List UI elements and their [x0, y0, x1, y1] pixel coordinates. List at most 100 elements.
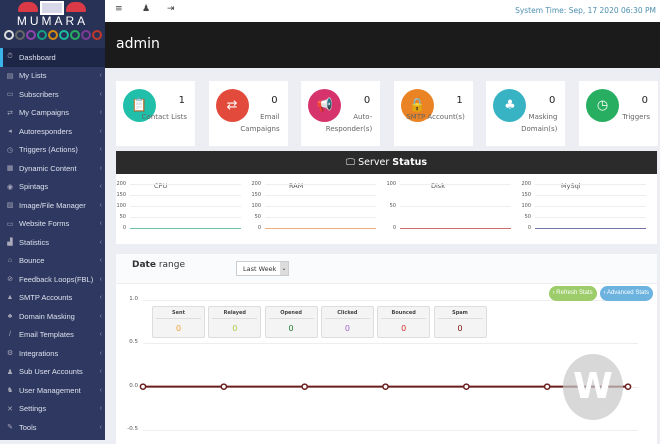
sidebar-item-label: Settings — [19, 404, 47, 414]
stat-label: Clicked — [324, 310, 370, 319]
summary-card[interactable]: 📋 1 Contact Lists — [116, 81, 195, 146]
gridline — [265, 217, 376, 218]
chart-title: Disk — [431, 182, 445, 190]
y-tick: 50 — [254, 214, 261, 220]
chevron-left-icon: ‹ — [99, 183, 102, 191]
brand-logo[interactable]: MUMARA — [0, 0, 105, 48]
sidebar-icon: ▟ — [7, 239, 13, 247]
sidebar-item-bounce[interactable]: ⌂ Bounce ‹ — [0, 252, 105, 271]
sidebar-item-label: Domain Masking — [19, 311, 75, 321]
stat-box-sent: Sent 0 — [152, 306, 205, 338]
sidebar-item-label: Feedback Loops(FBL) — [19, 274, 94, 284]
y-tick: 50 — [524, 214, 531, 220]
user-icon[interactable]: ♟ — [142, 4, 151, 14]
card-icon: 📋 — [123, 89, 156, 122]
sidebar-item-my-campaigns[interactable]: ⇄ My Campaigns ‹ — [0, 104, 105, 123]
sidebar-icon: ◂ — [8, 128, 12, 136]
gridline — [130, 206, 241, 207]
sidebar-icon: / — [9, 331, 11, 339]
sidebar-item-label: Subscribers — [19, 89, 59, 99]
sidebar-item-subscribers[interactable]: ▭ Subscribers ‹ — [0, 85, 105, 104]
y-tick: 100 — [386, 181, 396, 187]
sidebar-icon: ◉ — [6, 183, 14, 191]
gridline — [265, 206, 376, 207]
sidebar-item-user-management[interactable]: ♞ User Management ‹ — [0, 381, 105, 400]
sidebar-item-tools[interactable]: ✎ Tools ‹ — [0, 418, 105, 437]
summary-card[interactable]: ⇄ 0 Email Campaigns — [208, 81, 288, 146]
sidebar-icon: ▲ — [6, 294, 14, 302]
sidebar-item-label: Dashboard — [19, 52, 56, 62]
brand-circle — [4, 30, 14, 40]
summary-card[interactable]: ◷ 0 Triggers — [579, 81, 658, 146]
chevron-left-icon: ‹ — [99, 405, 102, 413]
stat-box-clicked: Clicked 0 — [320, 306, 374, 338]
stat-box-relayed: Relayed 0 — [208, 306, 262, 338]
page-title: admin — [116, 36, 160, 52]
brand-circle — [81, 30, 91, 40]
brand-circle — [92, 30, 102, 40]
y-tick: 0.5 — [129, 339, 138, 346]
sidebar-item-image-file-manager[interactable]: ▨ Image/File Manager ‹ — [0, 196, 105, 215]
refresh-stats-button[interactable]: › Refresh Stats — [548, 286, 597, 301]
sidebar-icon: ▦ — [6, 165, 14, 173]
card-icon: ⇄ — [215, 89, 249, 122]
brand-circle — [59, 30, 69, 40]
chart-title: RAM — [289, 182, 304, 190]
y-tick: 50 — [389, 203, 396, 209]
card-icon: ♣ — [493, 89, 527, 122]
summary-card[interactable]: ♣ 0 Masking Domain(s) — [486, 81, 566, 146]
series-line — [130, 228, 241, 229]
data-point — [220, 383, 228, 391]
sidebar-item-settings[interactable]: ✕ Settings ‹ — [0, 400, 105, 419]
summary-card[interactable]: 🔒 1 SMTP Account(s) — [393, 81, 473, 146]
card-icon: 📢 — [308, 89, 342, 122]
server-chart-ram: RAM 200 150 100 50 0 — [251, 181, 376, 236]
y-tick: 150 — [251, 192, 261, 198]
sidebar-icon: ▨ — [6, 202, 14, 210]
logo-wing — [66, 2, 86, 12]
sidebar-item-spintags[interactable]: ◉ Spintags ‹ — [0, 178, 105, 197]
advanced-stats-button[interactable]: › Advanced Stats — [599, 286, 653, 301]
sidebar-item-my-lists[interactable]: ▤ My Lists ‹ — [0, 67, 105, 86]
y-tick: 100 — [521, 203, 531, 209]
data-point — [382, 383, 389, 391]
sidebar-item-email-templates[interactable]: / Email Templates ‹ — [0, 326, 105, 345]
sidebar: MUMARA ⏱ Dashboard ▤ My Lists ‹ ▭ Subscribers ‹… — [0, 0, 105, 440]
chevron-left-icon: ‹ — [99, 331, 102, 339]
sidebar-nav: ⏱ Dashboard ▤ My Lists ‹ ▭ Subscribers ‹ ⇄ My Cam… — [0, 48, 105, 437]
summary-card[interactable]: 📢 0 Auto-Responder(s) — [301, 81, 381, 146]
data-point — [462, 383, 470, 391]
chevron-left-icon: ‹ — [99, 201, 102, 209]
sidebar-item-sub-user-accounts[interactable]: ♟ Sub User Accounts ‹ — [0, 363, 105, 382]
sidebar-item-dynamic-content[interactable]: ▦ Dynamic Content ‹ — [0, 159, 105, 178]
sidebar-item-smtp-accounts[interactable]: ▲ SMTP Accounts ‹ — [0, 289, 105, 308]
gridline — [143, 300, 638, 301]
envelope-icon — [40, 1, 64, 15]
menu-toggle-icon[interactable]: ≡ — [115, 4, 123, 14]
y-tick: 0 — [527, 225, 531, 231]
sidebar-item-integrations[interactable]: ⚙ Integrations ‹ — [0, 344, 105, 363]
chevron-left-icon: ‹ — [99, 164, 102, 172]
sidebar-icon: ♞ — [6, 387, 14, 395]
series-line — [535, 228, 646, 229]
sidebar-item-statistics[interactable]: ▟ Statistics ‹ — [0, 233, 105, 252]
page-header: admin — [105, 22, 660, 68]
sidebar-item-triggers-actions[interactable]: ◷ Triggers (Actions) ‹ — [0, 141, 105, 160]
logout-icon[interactable]: ⇥ — [167, 4, 175, 14]
sidebar-icon: ✕ — [7, 405, 13, 413]
server-title-light: Server — [358, 157, 390, 168]
date-range-select[interactable]: Last Week ⌄ — [236, 261, 289, 276]
watermark-logo: W — [563, 354, 623, 420]
sidebar-item-dashboard[interactable]: ⏱ Dashboard — [0, 48, 105, 67]
stat-box-bounced: Bounced 0 — [377, 306, 431, 338]
stat-box-opened: Opened 0 — [264, 306, 318, 338]
sidebar-item-autoresponders[interactable]: ◂ Autoresponders ‹ — [0, 122, 105, 141]
y-tick: 50 — [119, 214, 126, 220]
stat-label: Bounced — [381, 310, 427, 319]
card-value: 0 — [549, 95, 556, 106]
series-line — [139, 383, 632, 391]
sidebar-item-feedback-loops-fbl[interactable]: ⊘ Feedback Loops(FBL) ‹ — [0, 270, 105, 289]
sidebar-item-domain-masking[interactable]: ♣ Domain Masking ‹ — [0, 307, 105, 326]
date-range-value: Last Week — [243, 265, 277, 273]
sidebar-item-website-forms[interactable]: ▭ Website Forms ‹ — [0, 215, 105, 234]
